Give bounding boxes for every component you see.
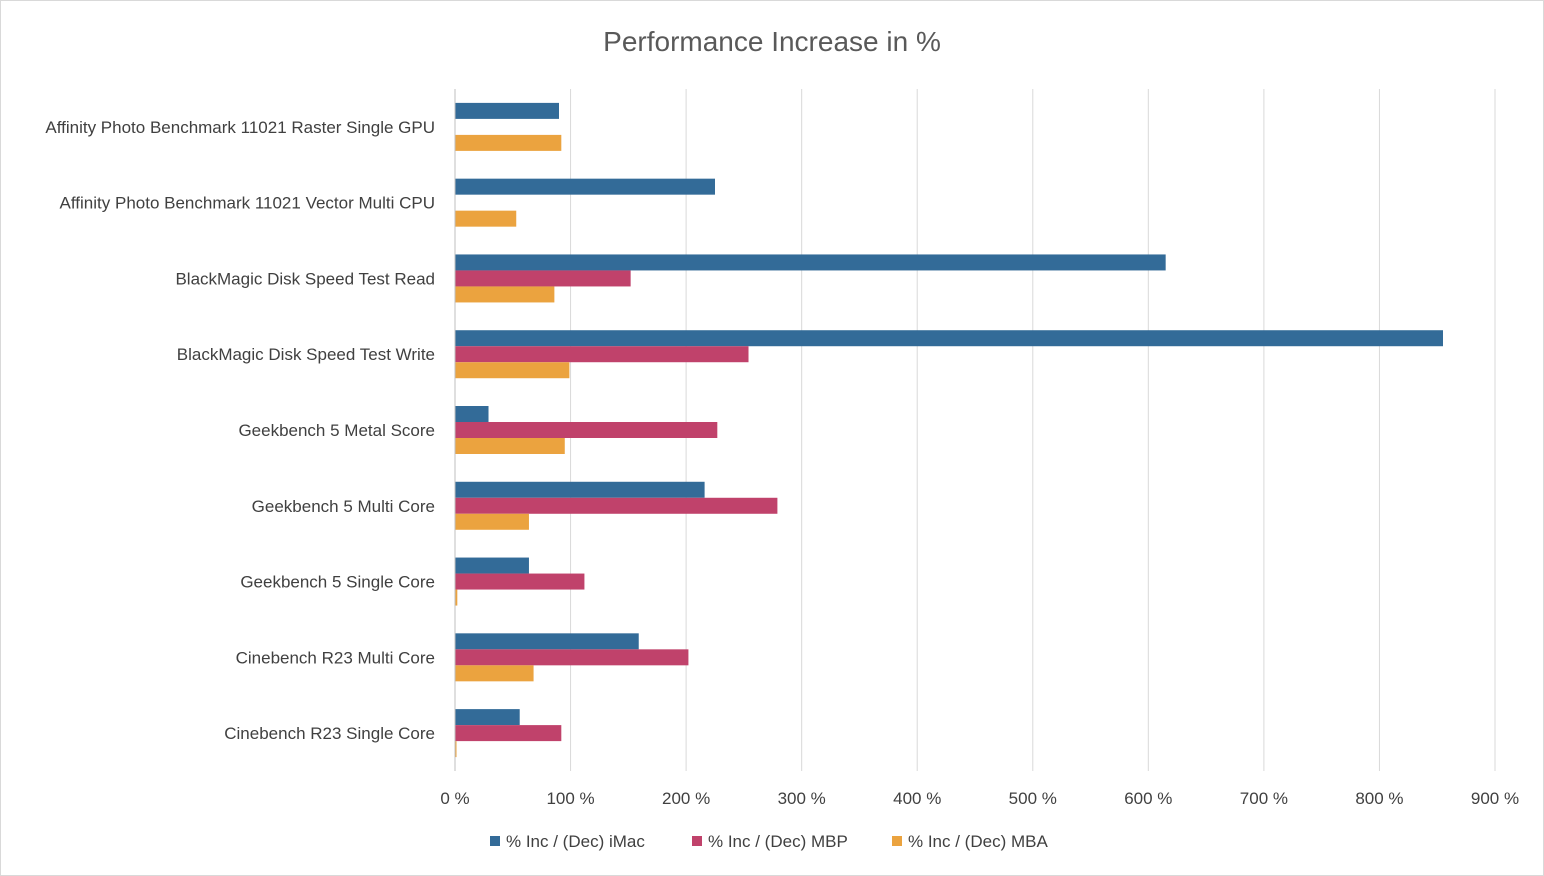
- bar-2-3: [455, 270, 631, 287]
- x-tick-label: 800 %: [1355, 789, 1403, 808]
- bar-1-5: [455, 406, 489, 422]
- category-labels: Affinity Photo Benchmark 11021 Raster Si…: [45, 118, 435, 743]
- x-tick-label: 100 %: [546, 789, 594, 808]
- legend-label: % Inc / (Dec) MBP: [708, 832, 848, 851]
- chart-title: Performance Increase in %: [603, 26, 941, 57]
- bar-1-2: [455, 178, 715, 195]
- legend-swatch: [892, 836, 902, 846]
- legend: % Inc / (Dec) iMac % Inc / (Dec) MBP % Inc…: [490, 832, 1048, 851]
- bar-2-7: [455, 573, 585, 590]
- x-tick-label: 500 %: [1009, 789, 1057, 808]
- bar-3-7: [455, 589, 458, 606]
- bar-2-5: [455, 422, 718, 438]
- bar-2-8: [455, 649, 689, 666]
- category-label: Geekbench 5 Metal Score: [238, 421, 435, 440]
- x-tick-label: 400 %: [893, 789, 941, 808]
- bar-1-3: [455, 254, 1166, 271]
- bars: [455, 102, 1443, 758]
- category-label: BlackMagic Disk Speed Test Write: [177, 345, 435, 364]
- bar-3-9: [455, 741, 457, 758]
- x-tick-label: 300 %: [778, 789, 826, 808]
- category-label: Geekbench 5 Single Core: [240, 573, 435, 592]
- gridlines: [570, 89, 1496, 771]
- legend-label: % Inc / (Dec) MBA: [908, 832, 1048, 851]
- x-tick-label: 600 %: [1124, 789, 1172, 808]
- x-tick-label: 0 %: [440, 789, 469, 808]
- x-tick-label: 700 %: [1240, 789, 1288, 808]
- x-tick-label: 200 %: [662, 789, 710, 808]
- legend-swatch: [490, 836, 500, 846]
- category-label: Affinity Photo Benchmark 11021 Raster Si…: [45, 118, 435, 137]
- bar-1-4: [455, 330, 1443, 347]
- bar-3-2: [455, 210, 517, 227]
- legend-label: % Inc / (Dec) iMac: [506, 832, 645, 851]
- bar-1-7: [455, 557, 529, 574]
- bar-3-4: [455, 362, 570, 379]
- bar-1-1: [455, 102, 559, 119]
- category-label: Cinebench R23 Multi Core: [236, 648, 435, 667]
- bar-3-1: [455, 134, 562, 151]
- bar-3-8: [455, 665, 534, 682]
- bar-1-6: [455, 481, 705, 498]
- bar-2-4: [455, 346, 749, 363]
- x-tick-label: 900 %: [1471, 789, 1519, 808]
- category-label: Affinity Photo Benchmark 11021 Vector Mu…: [60, 194, 435, 213]
- bar-2-6: [455, 497, 778, 514]
- category-label: Geekbench 5 Multi Core: [252, 497, 435, 516]
- bar-3-5: [455, 438, 565, 454]
- category-label: BlackMagic Disk Speed Test Read: [175, 269, 435, 288]
- bar-3-3: [455, 286, 555, 303]
- bar-1-9: [455, 709, 520, 726]
- bar-2-9: [455, 725, 562, 742]
- x-axis-tick-labels: 0 % 100 % 200 % 300 % 400 % 500 % 600 % 700 % 80…: [440, 789, 1519, 808]
- category-label: Cinebench R23 Single Core: [224, 724, 435, 743]
- bar-1-8: [455, 633, 639, 650]
- legend-swatch: [692, 836, 702, 846]
- bar-3-6: [455, 513, 529, 530]
